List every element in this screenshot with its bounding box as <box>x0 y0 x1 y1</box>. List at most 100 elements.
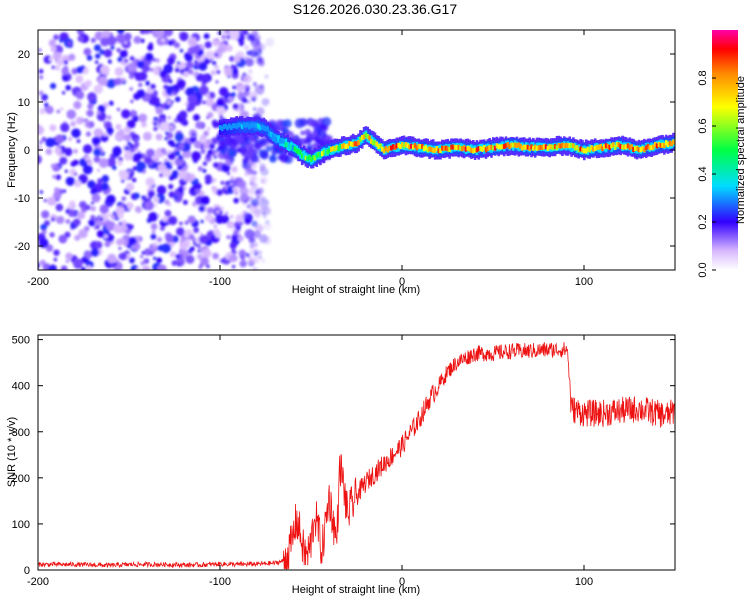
noise-blob <box>60 265 68 270</box>
track-segment <box>648 145 652 151</box>
noise-blob <box>156 257 163 264</box>
noise-blob <box>107 253 117 264</box>
track-segment <box>229 125 233 131</box>
track-segment <box>366 133 370 139</box>
track-segment <box>604 143 608 149</box>
track-segment <box>237 122 240 128</box>
track-segment <box>377 144 380 150</box>
track-segment <box>375 141 379 147</box>
noise-blob <box>228 150 235 158</box>
track-segment <box>411 144 415 150</box>
track-segment <box>410 143 413 149</box>
noise-blob <box>85 131 92 137</box>
noise-blob <box>200 195 210 206</box>
noise-blob <box>199 232 204 236</box>
noise-blob <box>86 109 94 117</box>
track-segment <box>284 142 288 148</box>
noise-blob <box>64 147 73 157</box>
noise-blob <box>213 228 221 236</box>
noise-blob <box>251 43 260 52</box>
noise-blob <box>220 180 225 185</box>
track-segment <box>335 145 339 151</box>
track-segment <box>295 148 299 154</box>
colorbar-tick-label: 0.6 <box>697 118 709 133</box>
track-segment <box>557 143 561 149</box>
spectrogram-noise <box>38 30 334 270</box>
track-segment <box>271 134 275 140</box>
noise-blob <box>76 139 81 143</box>
noise-blob <box>196 253 203 260</box>
noise-blob <box>215 38 219 42</box>
track-segment <box>501 144 504 150</box>
noise-blob <box>145 158 152 164</box>
noise-blob <box>68 53 76 61</box>
snr-xlabel: Height of straight line (km) <box>292 584 420 596</box>
noise-blob <box>49 124 57 132</box>
noise-blob <box>179 221 183 226</box>
noise-blob <box>249 205 258 214</box>
noise-blob <box>110 45 115 50</box>
noise-blob <box>111 165 117 171</box>
noise-blob <box>153 126 158 132</box>
track-segment <box>453 144 457 150</box>
snr-series-line <box>38 341 675 570</box>
noise-blob <box>200 134 205 140</box>
noise-blob <box>71 128 81 138</box>
noise-blob <box>177 165 183 171</box>
noise-blob <box>216 98 225 107</box>
y-tick-label: 200 <box>12 473 30 485</box>
x-tick-label: 0 <box>399 576 405 588</box>
noise-blob <box>99 49 105 55</box>
track-segment <box>473 147 477 153</box>
track-segment <box>455 145 459 151</box>
colorbar-tick-label: 0.8 <box>697 70 709 85</box>
track-segment <box>619 144 622 150</box>
noise-blob <box>134 137 138 141</box>
track-segment <box>597 144 601 150</box>
noise-blob <box>41 96 47 102</box>
noise-blob <box>174 96 181 103</box>
noise-blob <box>45 105 54 115</box>
noise-blob <box>75 75 84 84</box>
track-segment <box>601 146 604 152</box>
y-tick-label: -20 <box>14 241 30 253</box>
noise-blob <box>163 30 174 37</box>
track-segment <box>519 143 522 149</box>
noise-blob <box>88 219 96 227</box>
noise-blob <box>226 44 233 52</box>
noise-blob <box>200 257 209 266</box>
track-segment <box>477 146 481 152</box>
noise-blob <box>210 69 217 76</box>
noise-blob <box>215 209 221 215</box>
noise-blob <box>239 193 250 204</box>
noise-blob <box>116 47 121 53</box>
noise-blob <box>167 56 175 65</box>
noise-blob <box>203 33 210 40</box>
noise-blob <box>91 193 101 203</box>
noise-blob <box>119 50 128 59</box>
noise-blob <box>236 147 241 153</box>
track-segment <box>291 145 295 151</box>
noise-blob <box>152 154 158 161</box>
noise-blob <box>60 107 64 111</box>
noise-blob <box>146 148 155 158</box>
noise-blob <box>55 203 64 212</box>
colorbar-label: Normalized spectral amplitude <box>735 76 747 224</box>
track-segment <box>362 134 366 140</box>
noise-blob <box>309 120 315 126</box>
noise-blob <box>124 58 129 63</box>
noise-blob <box>269 154 277 163</box>
noise-blob <box>145 82 150 87</box>
track-segment <box>566 143 570 149</box>
noise-blob <box>142 131 152 141</box>
track-segment <box>417 143 420 149</box>
noise-blob <box>126 119 136 129</box>
track-segment <box>293 146 297 152</box>
noise-blob <box>182 199 188 205</box>
noise-blob <box>179 48 184 53</box>
noise-blob <box>169 251 177 258</box>
track-segment <box>604 144 608 153</box>
noise-blob <box>167 115 172 120</box>
track-segment <box>235 123 238 129</box>
